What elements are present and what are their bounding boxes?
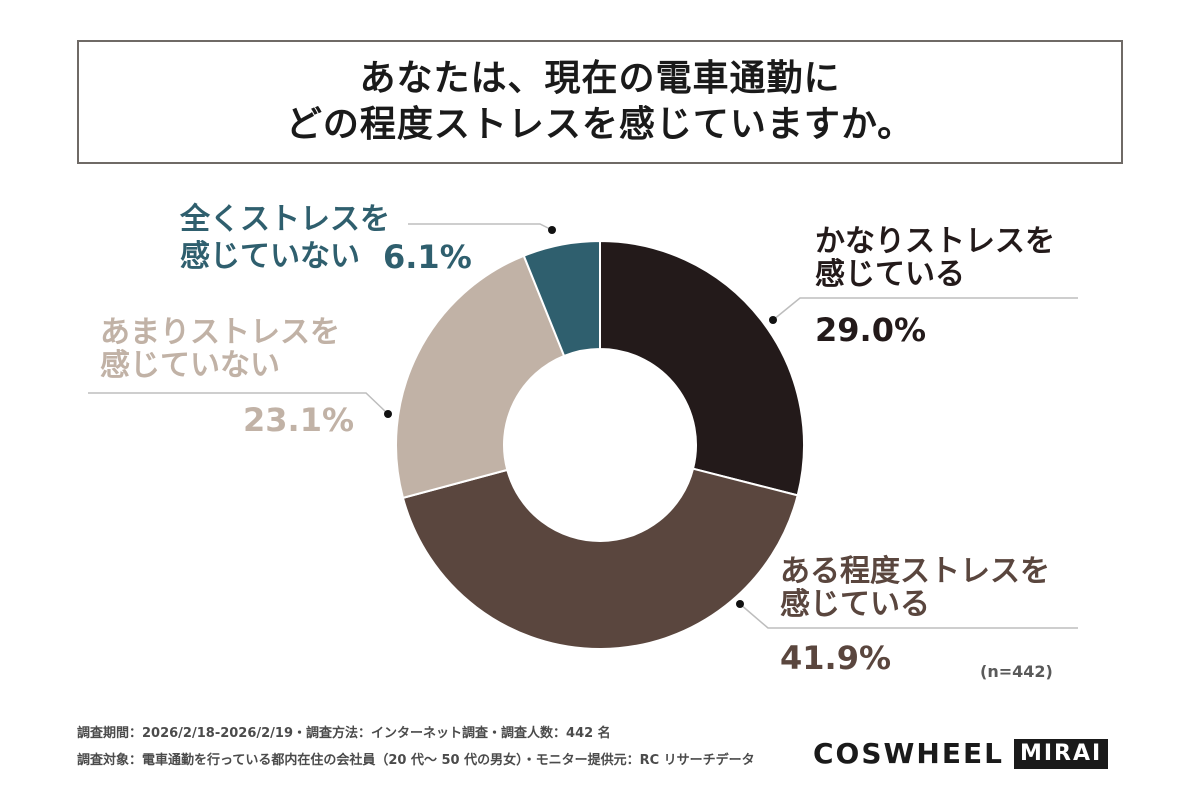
brand-logo: COSWHEEL MIRAI <box>813 737 1109 770</box>
leader-dot-not-stressed <box>548 226 556 234</box>
value-somewhat-stressed: 41.9% <box>780 639 892 677</box>
label-somewhat-stressed-line2: 感じている <box>780 587 930 622</box>
brand-sub: MIRAI <box>1013 738 1109 769</box>
label-not-stressed-line2: 感じていない <box>180 239 360 274</box>
leader-line-somewhat-stressed <box>739 603 1078 629</box>
slice-somewhat-stressed <box>401 467 799 650</box>
leader-line-not-very-stressed <box>88 392 389 415</box>
label-somewhat-stressed-line1: ある程度ストレスを <box>780 554 1050 589</box>
label-not-very-stressed-line1: あまりストレスを <box>100 315 340 350</box>
leader-dot-somewhat-stressed <box>736 600 744 608</box>
brand-name: COSWHEEL <box>813 737 1004 770</box>
leader-dot-not-very-stressed <box>384 410 392 418</box>
footer-survey-target: 調査対象：電車通勤を行っている都内在住の会社員（20 代～ 50 代の男女）・モ… <box>77 753 755 768</box>
sample-size: (n=442) <box>980 662 1053 681</box>
leader-line-not-stressed <box>408 223 553 231</box>
label-very-stressed-line2: 感じている <box>815 257 965 292</box>
leader-line-very-stressed <box>772 297 1078 321</box>
value-not-stressed: 6.1% <box>383 238 472 276</box>
footer-survey-period: 調査期間：2026/2/18-2026/2/19・調査方法：インターネット調査・… <box>77 726 611 741</box>
label-very-stressed-line1: かなりストレスを <box>815 224 1055 259</box>
value-very-stressed: 29.0% <box>815 311 927 349</box>
title-box: あなたは、現在の電車通勤に どの程度ストレスを感じていますか。 <box>77 40 1123 164</box>
chart-title-line-2: どの程度ストレスを感じていますか。 <box>285 104 915 145</box>
label-not-stressed-line1: 全くストレスを <box>180 202 390 237</box>
value-not-very-stressed: 23.1% <box>243 401 355 439</box>
leader-dot-very-stressed <box>769 316 777 324</box>
slice-not-stressed <box>522 239 601 358</box>
slice-not-very-stressed <box>395 254 566 500</box>
slice-very-stressed <box>599 239 805 497</box>
label-not-very-stressed-line2: 感じていない <box>100 348 280 383</box>
chart-title-line-1: あなたは、現在の電車通勤に <box>359 58 841 99</box>
